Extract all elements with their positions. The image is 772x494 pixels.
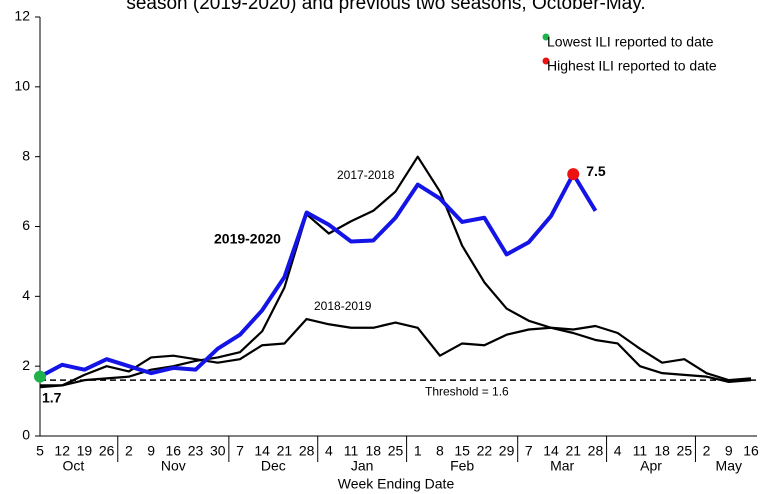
x-tick-label: 18 bbox=[654, 443, 670, 459]
lowest-label: 1.7 bbox=[42, 389, 62, 405]
series-label: 2017-2018 bbox=[337, 168, 395, 182]
x-tick-label: 25 bbox=[677, 443, 693, 459]
threshold-label: Threshold = 1.6 bbox=[425, 384, 509, 398]
lowest-marker bbox=[34, 370, 46, 383]
x-tick-label: 14 bbox=[254, 443, 270, 459]
month-label: Mar bbox=[550, 458, 574, 474]
x-axis-title: Week Ending Date bbox=[338, 476, 455, 492]
x-tick-label: 7 bbox=[236, 443, 244, 459]
x-tick-label: 26 bbox=[99, 443, 115, 459]
x-tick-label: 1 bbox=[414, 443, 422, 459]
x-tick-label: 4 bbox=[614, 443, 622, 459]
legend-marker bbox=[542, 57, 550, 65]
x-tick-label: 8 bbox=[436, 443, 444, 459]
legend-marker bbox=[542, 33, 550, 41]
x-tick-label: 12 bbox=[54, 443, 70, 459]
x-tick-label: 11 bbox=[633, 443, 648, 459]
x-tick-label: 9 bbox=[725, 443, 733, 459]
month-label: Apr bbox=[640, 458, 662, 474]
series-line bbox=[39, 172, 598, 379]
x-tick-label: 5 bbox=[36, 443, 44, 459]
x-tick-label: 29 bbox=[499, 443, 515, 459]
y-tick-label: 6 bbox=[22, 217, 30, 233]
legend-label: Highest ILI reported to date bbox=[547, 58, 717, 74]
x-tick-label: 15 bbox=[454, 443, 470, 459]
legend-label: Lowest ILI reported to date bbox=[547, 34, 714, 50]
y-tick-label: 0 bbox=[22, 427, 30, 443]
series-line bbox=[40, 155, 752, 387]
x-tick-label: 18 bbox=[365, 443, 381, 459]
series-label: 2018-2019 bbox=[314, 299, 372, 313]
x-tick-label: 21 bbox=[277, 443, 293, 459]
y-tick-label: 12 bbox=[14, 8, 30, 24]
x-tick-label: 16 bbox=[166, 443, 182, 459]
x-tick-label: 4 bbox=[325, 443, 333, 459]
x-tick-label: 25 bbox=[388, 443, 404, 459]
x-tick-label: 2 bbox=[703, 443, 711, 459]
highest-marker bbox=[567, 168, 580, 181]
x-tick-label: 9 bbox=[147, 443, 155, 459]
y-tick-label: 4 bbox=[22, 287, 30, 303]
x-tick-label: 23 bbox=[188, 443, 204, 459]
y-tick-label: 8 bbox=[22, 147, 30, 163]
series-label: 2019-2020 bbox=[214, 231, 281, 247]
month-label: May bbox=[716, 458, 742, 474]
x-tick-label: 2 bbox=[125, 443, 133, 459]
month-label: Oct bbox=[62, 458, 84, 474]
month-label: Dec bbox=[261, 458, 286, 474]
x-tick-label: 16 bbox=[743, 443, 759, 459]
chart-title: season (2019-2020) and previous two seas… bbox=[126, 0, 645, 14]
highest-label: 7.5 bbox=[586, 163, 606, 179]
x-tick-label: 14 bbox=[543, 443, 559, 459]
x-tick-label: 22 bbox=[477, 443, 493, 459]
x-tick-label: 11 bbox=[344, 443, 359, 459]
month-label: Jan bbox=[351, 458, 374, 474]
month-label: Feb bbox=[450, 458, 474, 474]
x-tick-label: 19 bbox=[77, 443, 93, 459]
month-label: Nov bbox=[161, 458, 186, 474]
x-tick-label: 28 bbox=[588, 443, 604, 459]
x-tick-label: 28 bbox=[299, 443, 315, 459]
x-tick-label: 21 bbox=[565, 443, 581, 459]
x-tick-label: 7 bbox=[525, 443, 533, 459]
x-tick-label: 30 bbox=[210, 443, 226, 459]
y-tick-label: 2 bbox=[22, 357, 30, 373]
series-line bbox=[39, 317, 752, 389]
y-tick-label: 10 bbox=[14, 78, 30, 94]
